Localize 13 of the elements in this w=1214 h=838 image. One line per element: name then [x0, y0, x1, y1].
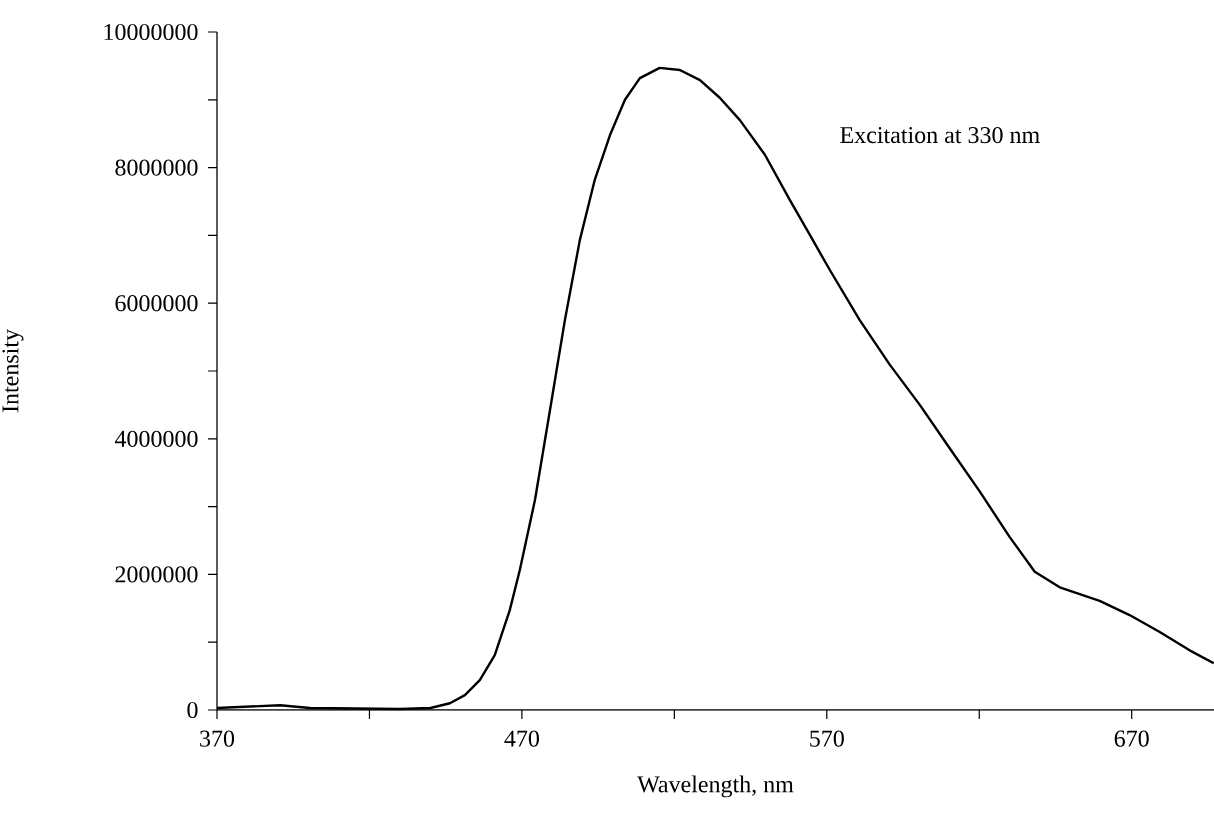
y-tick-label: 2000000	[115, 566, 198, 583]
x-tick-label: 470	[504, 730, 539, 747]
x-tick-label: 670	[1114, 730, 1149, 747]
y-tick-label: 4000000	[114, 430, 198, 447]
y-tick-label: 8000000	[115, 159, 198, 176]
annotation: Excitation at 330 nm	[840, 126, 1040, 144]
y-tick-label: 6000000	[115, 295, 198, 312]
x-tick-label: 570	[810, 730, 844, 747]
x-axis-title: Wavelength, nm	[637, 775, 794, 798]
x-tick-label: 370	[200, 730, 235, 747]
y-tick-label: 10000000	[104, 23, 198, 41]
y-axis-title: Intensity	[2, 329, 24, 413]
y-tick-label: 0	[187, 701, 198, 719]
